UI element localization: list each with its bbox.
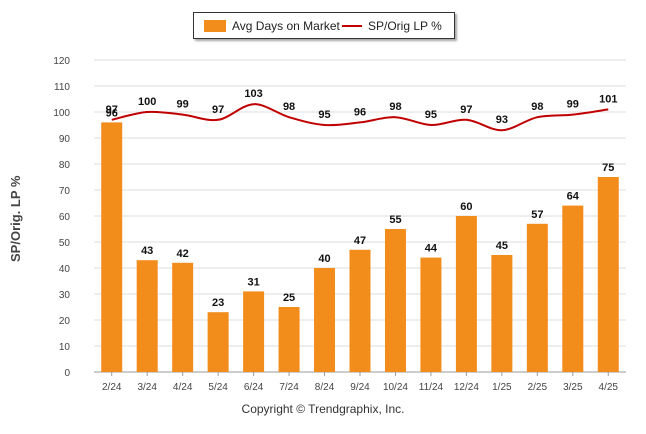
bar-value-label: 23 (212, 297, 224, 309)
x-tick-label: 7/24 (279, 382, 299, 393)
bar-value-label: 31 (247, 276, 259, 288)
bar-12/24 (455, 216, 477, 372)
bar-value-label: 45 (496, 240, 508, 252)
legend-line-swatch (342, 25, 362, 27)
bar-11/24 (420, 257, 442, 372)
x-tick-label: 6/24 (244, 382, 264, 393)
chart-legend: Avg Days on Market SP/Orig LP % (193, 12, 455, 39)
bar-value-label: 40 (318, 253, 330, 265)
bar-value-label: 60 (460, 201, 472, 213)
line-value-label: 95 (318, 109, 330, 121)
x-tick-label: 4/25 (599, 382, 619, 393)
x-tick-label: 2/24 (102, 382, 122, 393)
y-tick-label: 90 (59, 134, 71, 145)
y-tick-label: 40 (59, 264, 71, 275)
legend-item-bar[interactable]: Avg Days on Market (204, 19, 340, 33)
y-tick-label: 10 (59, 342, 71, 353)
legend-bar-swatch (204, 20, 226, 32)
bar-8/24 (314, 268, 336, 372)
line-value-label: 98 (531, 101, 543, 113)
bar-value-label: 44 (425, 243, 438, 255)
bar-10/24 (384, 229, 406, 372)
line-value-label: 99 (567, 99, 579, 111)
legend-bar-label: Avg Days on Market (232, 19, 340, 33)
line-value-label: 98 (389, 101, 401, 113)
bar-6/24 (243, 291, 265, 372)
bar-2/25 (526, 223, 548, 372)
bar-7/24 (278, 307, 300, 372)
y-tick-label: 20 (59, 316, 71, 327)
line-value-label: 93 (496, 114, 508, 126)
line-value-label: 96 (354, 106, 366, 118)
y-tick-label: 50 (59, 238, 71, 249)
x-tick-label: 2/25 (528, 382, 548, 393)
bar-value-label: 42 (177, 248, 189, 260)
x-tick-label: 5/24 (208, 382, 228, 393)
x-tick-label: 1/25 (492, 382, 512, 393)
legend-line-label: SP/Orig LP % (368, 19, 442, 33)
line-value-label: 101 (599, 93, 617, 105)
line-value-label: 97 (460, 104, 472, 116)
line-series-sp-orig-lp (111, 103, 609, 132)
bar-value-label: 43 (141, 245, 153, 257)
bar-4/24 (172, 262, 194, 372)
legend-item-line[interactable]: SP/Orig LP % (342, 19, 442, 33)
y-tick-label: 60 (59, 212, 71, 223)
bar-3/24 (136, 260, 158, 372)
bar-2/24 (101, 122, 123, 373)
y-tick-label: 120 (53, 56, 70, 67)
bar-value-label: 47 (354, 235, 366, 247)
line-value-label: 99 (177, 99, 189, 111)
line-value-label: 103 (244, 88, 262, 100)
line-value-label: 97 (106, 104, 118, 116)
line-value-label: 100 (138, 96, 156, 108)
bar-3/25 (562, 205, 584, 372)
y-tick-label: 70 (59, 186, 71, 197)
y-tick-label: 80 (59, 160, 71, 171)
bar-value-label: 64 (567, 191, 580, 203)
x-tick-label: 3/25 (563, 382, 583, 393)
bar-value-label: 96 (106, 107, 118, 119)
y-tick-label: 110 (54, 82, 70, 93)
line-value-label: 97 (212, 104, 224, 116)
bar-value-label: 25 (283, 292, 295, 304)
bar-value-label: 55 (389, 214, 401, 226)
x-tick-label: 8/24 (315, 382, 335, 393)
bar-value-label: 57 (531, 209, 543, 221)
y-tick-label: 0 (64, 368, 70, 379)
bar-1/25 (491, 255, 513, 372)
x-tick-label: 3/24 (137, 382, 157, 393)
line-value-label: 98 (283, 101, 295, 113)
x-tick-label: 9/24 (350, 382, 370, 393)
y-axis-title: SP/Orig. LP % (8, 175, 23, 262)
copyright-text: Copyright © Trendgraphix, Inc. (241, 402, 405, 416)
x-tick-label: 11/24 (419, 382, 444, 393)
bar-5/24 (207, 312, 229, 372)
x-tick-label: 12/24 (454, 382, 479, 393)
y-tick-label: 30 (59, 290, 71, 301)
bar-9/24 (349, 249, 371, 372)
bar-value-label: 75 (602, 162, 614, 174)
x-tick-label: 4/24 (173, 382, 193, 393)
x-tick-label: 10/24 (383, 382, 408, 393)
bar-4/25 (597, 177, 619, 372)
line-value-label: 95 (425, 109, 437, 121)
y-tick-label: 100 (53, 108, 70, 119)
